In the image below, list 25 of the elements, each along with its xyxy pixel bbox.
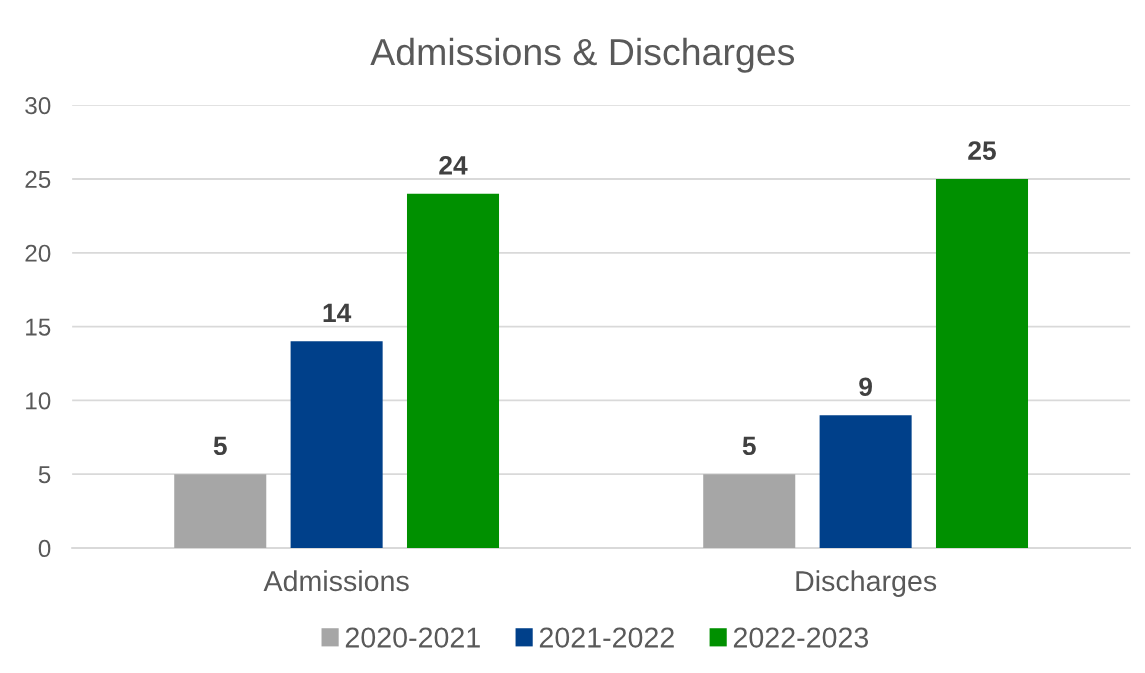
bar [290, 341, 383, 549]
legend-label: 2020-2021 [345, 627, 480, 648]
legend-label: 2022-2023 [733, 627, 869, 648]
y-tick-label: 30 [25, 97, 51, 115]
x-tick-label: Admissions [263, 570, 409, 592]
data-label: 24 [439, 155, 468, 175]
bar [703, 474, 796, 549]
data-label: 25 [968, 141, 996, 160]
y-tick-label: 15 [26, 318, 51, 336]
y-tick-label: 5 [38, 466, 51, 484]
chart-title: Admissions & Discharges [370, 37, 795, 73]
y-tick-label: 20 [25, 244, 51, 262]
bar [819, 415, 912, 549]
data-label: 14 [323, 303, 352, 322]
data-label: 9 [859, 377, 872, 397]
legend-label: 2021-2022 [539, 627, 674, 648]
y-tick-label: 10 [26, 392, 51, 410]
y-tick-label: 25 [25, 170, 51, 189]
data-label: 5 [742, 436, 756, 456]
bar [406, 193, 500, 549]
data-label: 5 [213, 436, 227, 456]
x-tick-label: Discharges [796, 570, 937, 597]
y-tick-label: 0 [38, 539, 51, 558]
bar [935, 179, 1029, 549]
bar [174, 474, 267, 549]
